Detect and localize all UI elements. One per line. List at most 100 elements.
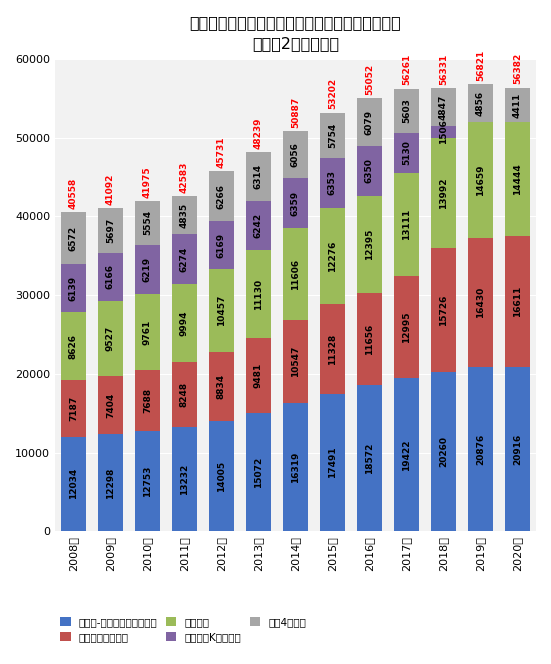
Text: 9994: 9994 xyxy=(180,310,189,335)
Bar xyxy=(395,173,419,276)
Text: 45731: 45731 xyxy=(217,137,226,168)
Text: 11656: 11656 xyxy=(365,323,374,355)
Bar xyxy=(99,434,122,531)
Bar xyxy=(468,122,493,238)
Text: 40558: 40558 xyxy=(69,178,78,209)
Bar xyxy=(172,427,197,531)
Text: 6079: 6079 xyxy=(365,110,374,135)
Text: 6353: 6353 xyxy=(328,171,337,195)
Bar xyxy=(172,284,197,362)
Bar xyxy=(283,179,307,228)
Bar xyxy=(283,403,307,531)
Text: 20916: 20916 xyxy=(513,434,522,465)
Text: 17491: 17491 xyxy=(328,447,337,478)
Text: 56331: 56331 xyxy=(439,54,448,85)
Bar xyxy=(209,351,234,421)
Bar xyxy=(99,208,122,253)
Bar xyxy=(431,248,456,372)
Text: 6166: 6166 xyxy=(106,264,115,290)
Text: 5554: 5554 xyxy=(143,210,152,235)
Text: 48239: 48239 xyxy=(254,117,263,149)
Bar xyxy=(246,412,271,531)
Text: 14005: 14005 xyxy=(217,461,226,491)
Text: 6242: 6242 xyxy=(254,213,263,238)
Text: 6274: 6274 xyxy=(180,246,189,272)
Text: 6139: 6139 xyxy=(69,276,78,301)
Text: 12298: 12298 xyxy=(106,467,115,499)
Text: 11606: 11606 xyxy=(291,258,300,290)
Text: 16430: 16430 xyxy=(476,287,485,318)
Bar xyxy=(209,171,234,220)
Bar xyxy=(283,228,307,320)
Text: 8626: 8626 xyxy=(69,333,78,359)
Text: 6219: 6219 xyxy=(143,256,152,282)
Text: 12753: 12753 xyxy=(143,465,152,497)
Bar xyxy=(172,196,197,234)
Text: 6056: 6056 xyxy=(291,142,300,167)
Text: 6266: 6266 xyxy=(217,183,226,208)
Text: 7404: 7404 xyxy=(106,392,115,418)
Bar xyxy=(431,88,456,126)
Text: 14444: 14444 xyxy=(513,163,522,195)
Text: 11130: 11130 xyxy=(254,279,263,310)
Bar xyxy=(62,436,85,531)
Bar xyxy=(505,367,530,531)
Text: 6169: 6169 xyxy=(217,232,226,258)
Title: コンビニ業界全体に占める上位チェーンの店舗数
（各年2月末時点）: コンビニ業界全体に占める上位チェーンの店舗数 （各年2月末時点） xyxy=(190,15,401,51)
Text: 6359: 6359 xyxy=(291,191,300,216)
Text: 20876: 20876 xyxy=(476,434,485,465)
Text: 16319: 16319 xyxy=(291,452,300,483)
Text: 12395: 12395 xyxy=(365,229,374,260)
Bar xyxy=(136,201,159,244)
Text: 13111: 13111 xyxy=(402,209,411,240)
Text: 6314: 6314 xyxy=(254,164,263,189)
Bar xyxy=(321,113,344,158)
Bar xyxy=(136,293,159,371)
Text: 10457: 10457 xyxy=(217,295,226,326)
Bar xyxy=(99,301,122,376)
Bar xyxy=(505,122,530,236)
Bar xyxy=(395,88,419,133)
Text: 1506: 1506 xyxy=(439,120,448,145)
Bar xyxy=(395,276,419,378)
Bar xyxy=(246,250,271,338)
Text: 14659: 14659 xyxy=(476,164,485,196)
Bar xyxy=(431,372,456,531)
Text: 4835: 4835 xyxy=(180,203,189,228)
Bar xyxy=(468,238,493,367)
Bar xyxy=(468,84,493,122)
Bar xyxy=(468,367,493,531)
Bar xyxy=(62,380,85,436)
Text: 11328: 11328 xyxy=(328,333,337,365)
Text: 12276: 12276 xyxy=(328,240,337,272)
Bar xyxy=(395,133,419,173)
Bar xyxy=(136,431,159,531)
Text: 8248: 8248 xyxy=(180,382,189,407)
Text: 8834: 8834 xyxy=(217,374,226,399)
Bar xyxy=(358,196,381,293)
Text: 55052: 55052 xyxy=(365,64,374,95)
Text: 9481: 9481 xyxy=(254,363,263,388)
Text: 5130: 5130 xyxy=(402,140,411,165)
Text: 16611: 16611 xyxy=(513,286,522,317)
Legend: セブン-イレブン・ジャパン, ファミリーマート, ローソン, サークルKサンクス, 上位4社以外: セブン-イレブン・ジャパン, ファミリーマート, ローソン, サークルKサンクス… xyxy=(60,617,306,642)
Text: 4847: 4847 xyxy=(439,94,448,120)
Bar xyxy=(283,131,307,179)
Text: 12034: 12034 xyxy=(69,468,78,499)
Bar xyxy=(209,220,234,269)
Text: 18572: 18572 xyxy=(365,442,374,474)
Bar xyxy=(62,212,85,264)
Text: 10547: 10547 xyxy=(291,346,300,377)
Bar xyxy=(321,305,344,394)
Bar xyxy=(321,158,344,208)
Bar xyxy=(505,88,530,122)
Bar xyxy=(136,244,159,293)
Bar xyxy=(246,201,271,250)
Bar xyxy=(358,293,381,385)
Text: 7187: 7187 xyxy=(69,396,78,421)
Text: 5603: 5603 xyxy=(402,98,411,123)
Text: 5697: 5697 xyxy=(106,218,115,243)
Bar xyxy=(99,253,122,301)
Text: 5754: 5754 xyxy=(328,123,337,148)
Text: 15726: 15726 xyxy=(439,294,448,325)
